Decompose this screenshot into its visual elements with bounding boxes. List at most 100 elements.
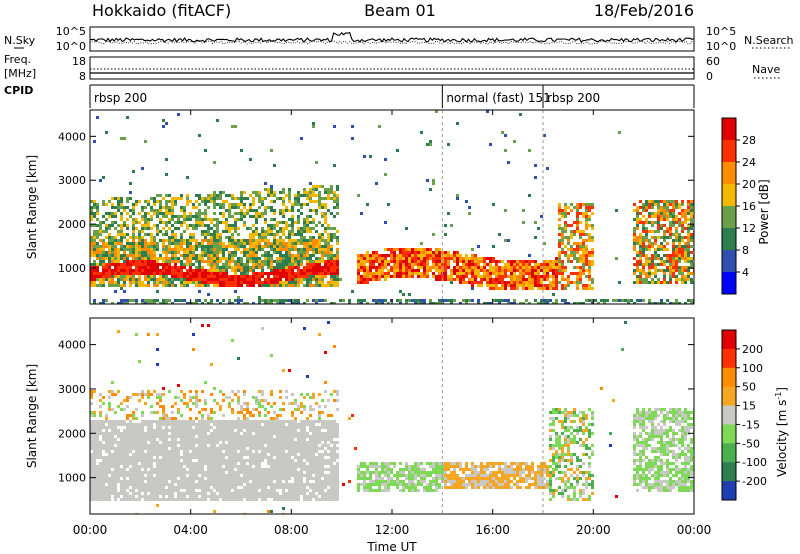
heatmap-cell xyxy=(90,423,93,426)
heatmap-cell xyxy=(150,242,153,245)
heatmap-cell xyxy=(516,287,519,290)
heatmap-cell xyxy=(117,465,120,468)
heatmap-cell xyxy=(138,480,141,483)
heatmap-cell xyxy=(489,263,492,266)
heatmap-cell xyxy=(279,260,282,263)
heatmap-cell xyxy=(684,269,687,272)
heatmap-cell xyxy=(294,203,297,206)
heatmap-cell xyxy=(240,242,243,245)
heatmap-cell xyxy=(243,414,246,417)
heatmap-cell xyxy=(486,272,489,275)
heatmap-cell xyxy=(255,266,258,269)
heatmap-cell xyxy=(636,281,639,284)
heatmap-cell xyxy=(231,411,234,414)
heatmap-cell xyxy=(324,263,327,266)
heatmap-cell xyxy=(240,408,243,411)
heatmap-cell xyxy=(96,474,99,477)
heatmap-cell xyxy=(252,191,255,194)
heatmap-cell xyxy=(465,269,468,272)
heatmap-cell xyxy=(270,185,273,188)
heatmap-cell xyxy=(144,302,147,304)
heatmap-cell xyxy=(90,492,93,495)
heatmap-cell xyxy=(579,245,582,248)
heatmap-cell xyxy=(159,221,162,224)
heatmap-cell xyxy=(567,284,570,287)
heatmap-cell xyxy=(231,477,234,480)
heatmap-cell xyxy=(690,218,693,221)
heatmap-cell xyxy=(675,245,678,248)
heatmap-cell xyxy=(444,266,447,269)
heatmap-cell xyxy=(285,275,288,278)
heatmap-cell xyxy=(201,450,204,453)
heatmap-cell xyxy=(471,263,474,266)
heatmap-cell xyxy=(255,251,258,254)
heatmap-cell xyxy=(120,287,123,290)
heatmap-cell xyxy=(90,266,93,269)
heatmap-cell xyxy=(495,284,498,287)
heatmap-cell xyxy=(669,263,672,266)
heatmap-cell xyxy=(444,254,447,257)
heatmap-cell xyxy=(330,281,333,284)
heatmap-cell xyxy=(243,278,246,281)
heatmap-cell xyxy=(315,269,318,272)
heatmap-cell xyxy=(186,200,189,203)
heatmap-cell xyxy=(237,396,240,399)
heatmap-cell xyxy=(144,233,147,236)
heatmap-cell xyxy=(231,278,234,281)
heatmap-cell xyxy=(687,269,690,272)
heatmap-cell xyxy=(231,450,234,453)
heatmap-cell xyxy=(315,194,318,197)
heatmap-cell xyxy=(249,215,252,218)
heatmap-cell xyxy=(195,393,198,396)
heatmap-cell xyxy=(177,299,180,302)
heatmap-cell xyxy=(213,435,216,438)
heatmap-cell xyxy=(168,471,171,474)
heatmap-cell xyxy=(120,444,123,447)
heatmap-cell xyxy=(201,423,204,426)
heatmap-cell xyxy=(315,230,318,233)
heatmap-cell xyxy=(120,471,123,474)
heatmap-cell xyxy=(579,260,582,263)
heatmap-cell xyxy=(156,483,159,486)
heatmap-cell xyxy=(210,432,213,435)
heatmap-cell xyxy=(582,272,585,275)
heatmap-cell xyxy=(174,402,177,405)
heatmap-cell xyxy=(327,254,330,257)
heatmap-cell xyxy=(654,242,657,245)
heatmap-cell xyxy=(129,480,132,483)
heatmap-cell xyxy=(150,429,153,432)
heatmap-cell xyxy=(189,477,192,480)
heatmap-cell xyxy=(93,206,96,209)
heatmap-cell xyxy=(648,266,651,269)
heatmap-cell xyxy=(399,302,402,304)
heatmap-cell xyxy=(486,275,489,278)
heatmap-cell xyxy=(237,420,240,423)
heatmap-cell xyxy=(462,278,465,281)
heatmap-cell xyxy=(162,393,165,396)
heatmap-cell xyxy=(96,450,99,453)
heatmap-cell xyxy=(243,489,246,492)
heatmap-cell xyxy=(312,284,315,287)
heatmap-cell xyxy=(234,456,237,459)
heatmap-cell xyxy=(201,281,204,284)
heatmap-cell xyxy=(201,489,204,492)
heatmap-cell xyxy=(561,260,564,263)
heatmap-cell xyxy=(270,281,273,284)
heatmap-cell xyxy=(348,302,351,304)
heatmap-cell xyxy=(162,468,165,471)
heatmap-cell xyxy=(564,254,567,257)
heatmap-cell xyxy=(675,236,678,239)
heatmap-cell xyxy=(546,284,549,287)
heatmap-cell xyxy=(546,260,549,263)
heatmap-cell xyxy=(489,302,492,304)
heatmap-cell xyxy=(645,203,648,206)
heatmap-cell xyxy=(288,266,291,269)
heatmap-cell xyxy=(183,432,186,435)
heatmap-cell xyxy=(120,215,123,218)
heatmap-cell xyxy=(261,266,264,269)
heatmap-cell xyxy=(591,236,594,239)
heatmap-cell xyxy=(141,453,144,456)
heatmap-cell xyxy=(267,284,270,287)
heatmap-cell xyxy=(669,260,672,263)
heatmap-cell xyxy=(678,242,681,245)
